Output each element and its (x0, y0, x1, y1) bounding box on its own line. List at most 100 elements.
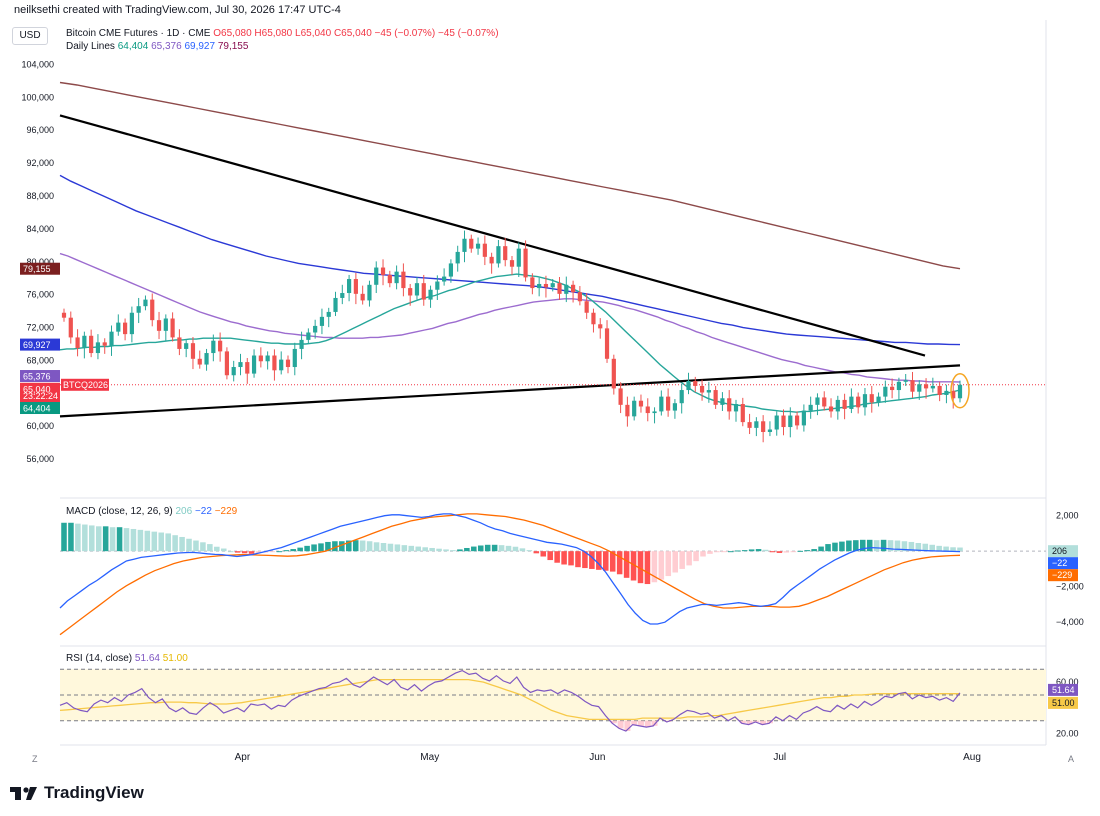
candle-body[interactable] (102, 342, 107, 346)
candle-body[interactable] (645, 406, 650, 414)
candle-body[interactable] (774, 415, 779, 430)
candle-body[interactable] (448, 263, 454, 277)
candle-body[interactable] (129, 312, 134, 335)
candle-body[interactable] (258, 355, 263, 362)
candle-body[interactable] (604, 328, 610, 359)
candle-body[interactable] (910, 380, 915, 392)
candle-body[interactable] (496, 246, 501, 264)
candle-body[interactable] (638, 400, 644, 407)
candle-body[interactable] (509, 260, 515, 267)
candle-body[interactable] (319, 316, 325, 326)
candle-body[interactable] (706, 390, 711, 393)
candle-body[interactable] (537, 283, 542, 289)
candle-body[interactable] (890, 386, 895, 391)
candle-body[interactable] (353, 279, 358, 294)
daily-lines-label[interactable]: Daily Lines (66, 41, 115, 52)
candle-body[interactable] (699, 385, 705, 393)
candle-body[interactable] (184, 343, 189, 349)
candle-body[interactable] (523, 248, 528, 278)
candle-body[interactable] (794, 415, 800, 426)
candle-body[interactable] (747, 422, 752, 428)
candle-body[interactable] (421, 283, 426, 300)
candle-body[interactable] (231, 367, 236, 376)
candle-body[interactable] (428, 289, 433, 300)
candle-body[interactable] (197, 358, 202, 365)
symbol-name[interactable]: Bitcoin CME Futures · 1D · CME (66, 28, 211, 39)
candle-body[interactable] (842, 399, 847, 409)
candle-body[interactable] (61, 312, 67, 318)
candle-body[interactable] (822, 397, 827, 407)
candle-body[interactable] (944, 390, 949, 395)
candle-body[interactable] (475, 243, 481, 249)
candle-body[interactable] (808, 404, 813, 411)
candle-body[interactable] (713, 390, 718, 405)
candle-body[interactable] (896, 381, 902, 391)
candle-body[interactable] (68, 317, 73, 338)
candle-body[interactable] (679, 390, 684, 404)
candle-body[interactable] (923, 384, 929, 389)
candle-body[interactable] (89, 335, 94, 354)
candle-body[interactable] (835, 399, 840, 412)
trendline-support[interactable] (59, 364, 961, 418)
ma20-line[interactable] (59, 273, 961, 413)
candle-body[interactable] (733, 404, 739, 412)
candle-body[interactable] (577, 292, 582, 302)
candle-body[interactable] (693, 381, 698, 386)
candle-body[interactable] (618, 388, 623, 405)
rsi-pane[interactable] (59, 668, 1046, 732)
candle-body[interactable] (632, 400, 637, 417)
candle-body[interactable] (156, 320, 162, 331)
candle-body[interactable] (720, 398, 725, 405)
candle-body[interactable] (333, 297, 338, 312)
candle-body[interactable] (557, 283, 562, 294)
candle-body[interactable] (883, 386, 888, 397)
candle-body[interactable] (245, 362, 250, 374)
candle-body[interactable] (862, 394, 868, 408)
candle-body[interactable] (306, 332, 311, 340)
candle-body[interactable] (455, 251, 460, 264)
candle-body[interactable] (109, 331, 114, 346)
candle-body[interactable] (122, 322, 128, 335)
candle-body[interactable] (265, 355, 270, 362)
candle-body[interactable] (143, 299, 148, 307)
candle-body[interactable] (346, 279, 352, 294)
candle-body[interactable] (930, 385, 935, 389)
candle-body[interactable] (340, 293, 345, 298)
rsi-ma-line[interactable] (59, 678, 960, 721)
timezone-z-button[interactable]: Z (32, 754, 38, 764)
candle-body[interactable] (686, 381, 691, 391)
candle-body[interactable] (462, 238, 467, 252)
ma200-line[interactable] (59, 81, 961, 270)
candle-body[interactable] (224, 351, 230, 376)
candle-body[interactable] (788, 415, 793, 428)
candle-body[interactable] (442, 276, 447, 282)
candle-body[interactable] (238, 362, 243, 368)
candle-body[interactable] (211, 340, 216, 354)
candle-body[interactable] (584, 301, 589, 313)
candle-body[interactable] (190, 343, 196, 359)
candle-body[interactable] (727, 398, 732, 412)
candle-body[interactable] (598, 324, 603, 329)
candle-body[interactable] (380, 267, 386, 275)
candle-body[interactable] (856, 396, 861, 408)
candle-body[interactable] (326, 311, 331, 317)
chart-canvas[interactable]: 56,00060,00064,00068,00072,00076,00080,0… (0, 0, 1100, 780)
candle-body[interactable] (570, 284, 576, 293)
rsi-label[interactable]: RSI (14, close) (66, 653, 133, 664)
auto-scale-button[interactable]: A (1068, 754, 1075, 764)
candle-body[interactable] (285, 359, 291, 368)
candle-body[interactable] (801, 410, 806, 426)
candle-body[interactable] (652, 411, 657, 414)
candle-body[interactable] (136, 306, 141, 313)
trendline-resistance[interactable] (59, 114, 926, 357)
candle-body[interactable] (414, 283, 420, 296)
candle-body[interactable] (163, 318, 168, 331)
candle-body[interactable] (951, 390, 956, 399)
candle-body[interactable] (75, 337, 80, 349)
candle-body[interactable] (564, 284, 569, 294)
candle-body[interactable] (177, 337, 182, 349)
candle-body[interactable] (251, 355, 257, 374)
candle-body[interactable] (469, 238, 474, 249)
candle-body[interactable] (611, 358, 616, 389)
candle-body[interactable] (550, 283, 555, 288)
